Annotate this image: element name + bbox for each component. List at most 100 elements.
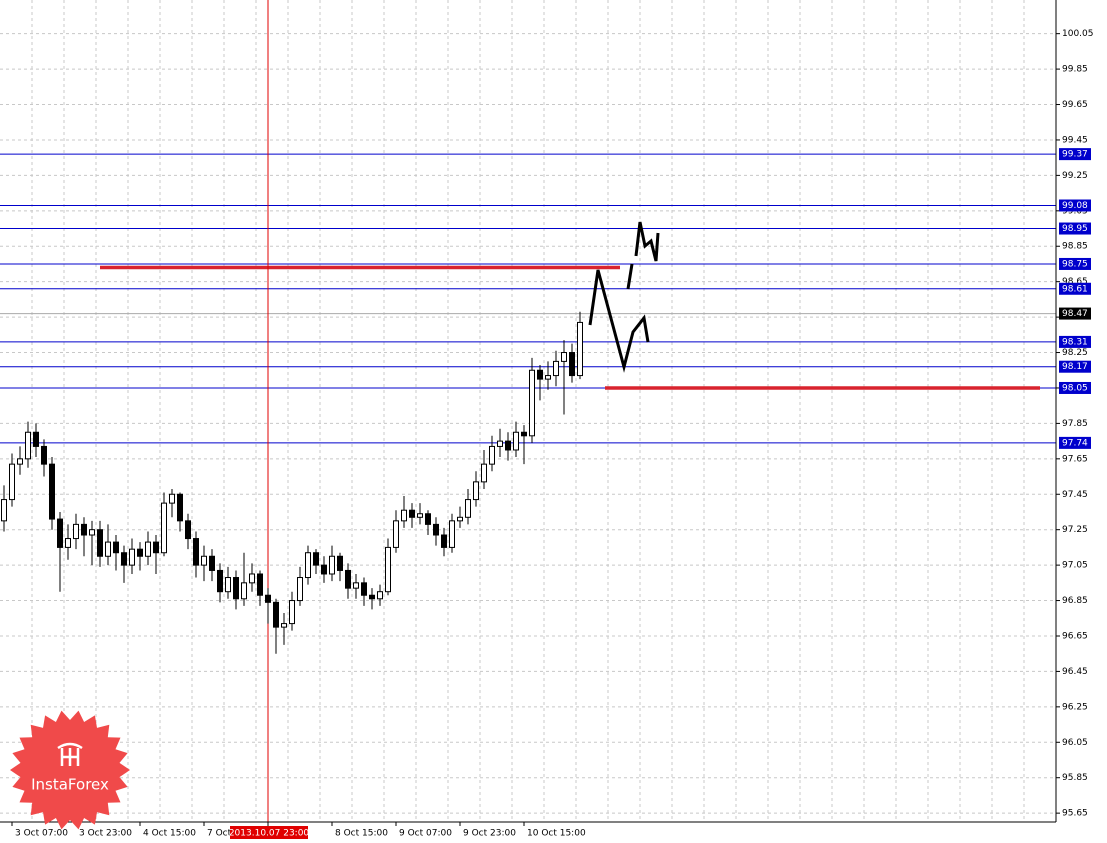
level-label: 98.31: [1062, 337, 1088, 347]
candle-body: [497, 440, 503, 447]
y-tick-label: 97.45: [1062, 490, 1088, 500]
candle-body: [225, 577, 231, 593]
level-label: 98.75: [1062, 259, 1088, 269]
candle-body: [441, 534, 447, 548]
y-tick-label: 96.85: [1062, 596, 1088, 606]
y-tick-label: 96.65: [1062, 631, 1088, 641]
x-tick-label: 10 Oct 15:00: [527, 829, 586, 839]
y-tick-label: 96.25: [1062, 702, 1088, 712]
candle-body: [265, 594, 271, 603]
candle-body: [569, 352, 575, 377]
candle-body: [209, 555, 215, 571]
level-label-box: [1059, 199, 1091, 212]
y-tick-label: 100.05: [1062, 29, 1094, 39]
y-tick-label: 97.05: [1062, 561, 1088, 571]
candle-body: [297, 577, 303, 602]
candle-body: [57, 518, 63, 548]
y-tick-label: 98.85: [1062, 242, 1088, 252]
level-label-box: [1059, 335, 1091, 348]
current-price-box: [1059, 307, 1091, 320]
crosshair-label: 2013.10.07 23:00: [229, 829, 310, 839]
candle-body: [73, 523, 79, 540]
x-tick-label: 9 Oct 07:00: [399, 829, 452, 839]
x-tick-label: 3 Oct 07:00: [15, 829, 68, 839]
candle-body: [33, 431, 39, 447]
candle-body: [345, 569, 351, 589]
candle-body: [89, 529, 95, 536]
x-tick-label: 3 Oct 23:00: [79, 829, 132, 839]
y-tick-label: 99.85: [1062, 65, 1088, 75]
logo-icon: [57, 742, 83, 766]
candle-body: [409, 509, 415, 518]
forecast-lines: [588, 221, 660, 373]
candle-body: [273, 601, 279, 628]
watermark: InstaForex: [10, 710, 130, 830]
candle-body: [337, 555, 343, 571]
candle-body: [145, 541, 151, 557]
level-label: 98.05: [1062, 383, 1088, 393]
x-tick-label: 8 Oct 15:00: [335, 829, 388, 839]
candle-body: [473, 481, 479, 501]
candle-body: [377, 591, 383, 600]
candle-body: [257, 573, 263, 596]
candle-body: [537, 369, 543, 380]
candle-body: [577, 321, 583, 377]
candle-body: [1, 499, 7, 522]
candle-body: [105, 541, 111, 557]
candle-body: [417, 513, 423, 518]
candle-body: [49, 463, 55, 520]
candle-body: [425, 513, 431, 525]
y-tick-label: 99.45: [1062, 135, 1088, 145]
watermark-text: InstaForex: [31, 776, 109, 794]
candle-body: [553, 360, 559, 377]
level-label: 99.08: [1062, 201, 1088, 211]
candle-body: [233, 577, 239, 600]
y-tick-label: 95.85: [1062, 773, 1088, 783]
candle-body: [281, 623, 287, 628]
y-tick-label: 96.45: [1062, 667, 1088, 677]
candle-body: [329, 555, 335, 575]
candle-body: [289, 600, 295, 625]
candle-body: [97, 529, 103, 557]
y-tick-label: 95.65: [1062, 809, 1088, 819]
level-label: 97.74: [1062, 438, 1088, 448]
logo-badge: [10, 710, 130, 830]
crosshair-label-box: [230, 826, 308, 839]
y-tick-label: 97.25: [1062, 525, 1088, 535]
level-label: 98.95: [1062, 224, 1088, 234]
candle-body: [193, 538, 199, 566]
grid: [0, 0, 1056, 822]
candle-body: [361, 582, 367, 596]
candle-body: [217, 569, 223, 593]
forecast-line: [588, 269, 650, 373]
candle-body: [121, 552, 127, 566]
candle-body: [393, 520, 399, 548]
candle-body: [137, 548, 143, 557]
candle-body: [249, 573, 255, 584]
current-price-label: 98.47: [1062, 309, 1088, 319]
candle-body: [521, 431, 527, 437]
level-label: 98.17: [1062, 362, 1088, 372]
candle-body: [545, 375, 551, 380]
level-label-box: [1059, 148, 1091, 161]
y-tick-label: 97.85: [1062, 419, 1088, 429]
y-tick-label: 98.65: [1062, 277, 1088, 287]
candle-body: [505, 440, 511, 451]
candle-body: [17, 458, 23, 465]
candle-body: [81, 523, 87, 536]
y-tick-label: 99.25: [1062, 171, 1088, 181]
candle-body: [9, 463, 15, 501]
candle-body: [153, 541, 159, 554]
y-tick-label: 99.65: [1062, 100, 1088, 110]
candle-body: [241, 582, 247, 600]
level-label: 99.37: [1062, 150, 1088, 160]
candle-body: [201, 555, 207, 566]
x-tick-label: 4 Oct 15:00: [143, 829, 196, 839]
candle-body: [481, 463, 487, 483]
y-tick-label: 97.65: [1062, 454, 1088, 464]
candle-body: [185, 520, 191, 540]
x-tick-label: 9 Oct 23:00: [463, 829, 516, 839]
candle-body: [433, 523, 439, 536]
